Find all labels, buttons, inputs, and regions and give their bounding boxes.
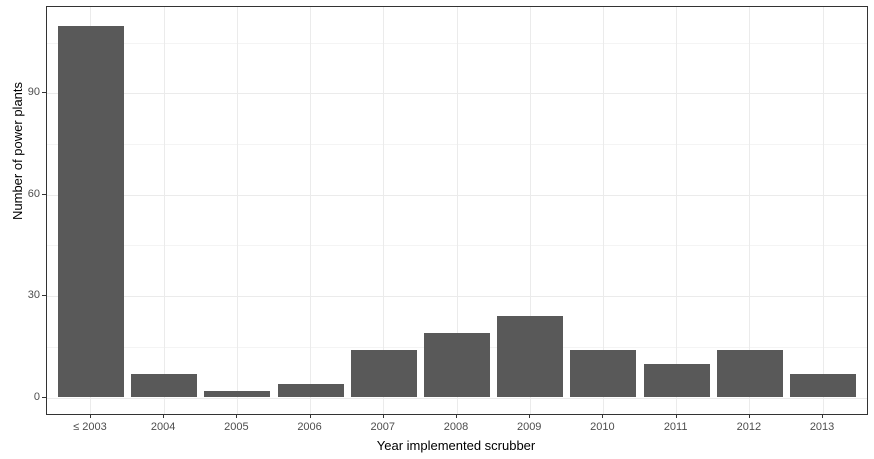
gridline-major-x [456,7,458,414]
y-tick-mark [42,193,46,195]
x-tick-mark [382,414,384,418]
bar [57,25,124,398]
x-tick-label: 2012 [736,421,762,433]
gridline-major-x [236,7,238,414]
bar [497,316,564,398]
y-tick-label: 30 [27,289,40,302]
y-tick-label: 0 [33,390,40,403]
gridline-major-x [602,7,604,414]
bar [716,350,783,398]
x-tick-label: 2006 [297,421,322,433]
y-axis-title: Number of power plants [10,81,25,220]
y-tick-label: 60 [27,187,40,200]
x-tick-mark [748,414,750,418]
x-tick-label: 2010 [590,421,615,433]
x-tick-mark [236,414,238,418]
y-tick-mark [42,92,46,94]
x-tick-mark [602,414,604,418]
x-tick-label: 2013 [809,421,835,433]
bar [570,350,637,398]
x-tick-label: 2007 [370,421,396,433]
bar [350,350,417,398]
gridline-major-x [163,7,165,414]
gridline-major-x [310,7,312,414]
x-tick-mark [309,414,311,418]
x-tick-mark [822,414,824,418]
bar [277,383,344,398]
gridline-major-x [822,7,824,414]
x-tick-label: 2005 [224,421,249,433]
y-tick-mark [42,396,46,398]
gridline-major-x [676,7,678,414]
x-tick-label: 2004 [150,421,176,433]
bar [204,390,271,398]
x-tick-mark [529,414,531,418]
x-tick-label: ≤ 2003 [73,421,107,433]
gridline-major-x [383,7,385,414]
gridline-major-x [749,7,751,414]
x-tick-label: 2008 [443,421,469,433]
x-tick-mark [675,414,677,418]
bar [643,363,710,398]
y-tick-label: 90 [27,86,40,99]
x-tick-label: 2009 [516,421,542,433]
y-tick-mark [42,295,46,297]
bar [131,373,198,398]
x-tick-mark [456,414,457,418]
gridline-major-x [529,7,531,414]
x-axis-title: Year implemented scrubber [376,438,536,453]
bar [790,373,857,398]
x-tick-mark [163,414,165,418]
x-tick-label: 2011 [663,421,688,433]
bar [424,333,490,398]
x-tick-mark [89,414,91,418]
plot-panel [46,6,868,415]
